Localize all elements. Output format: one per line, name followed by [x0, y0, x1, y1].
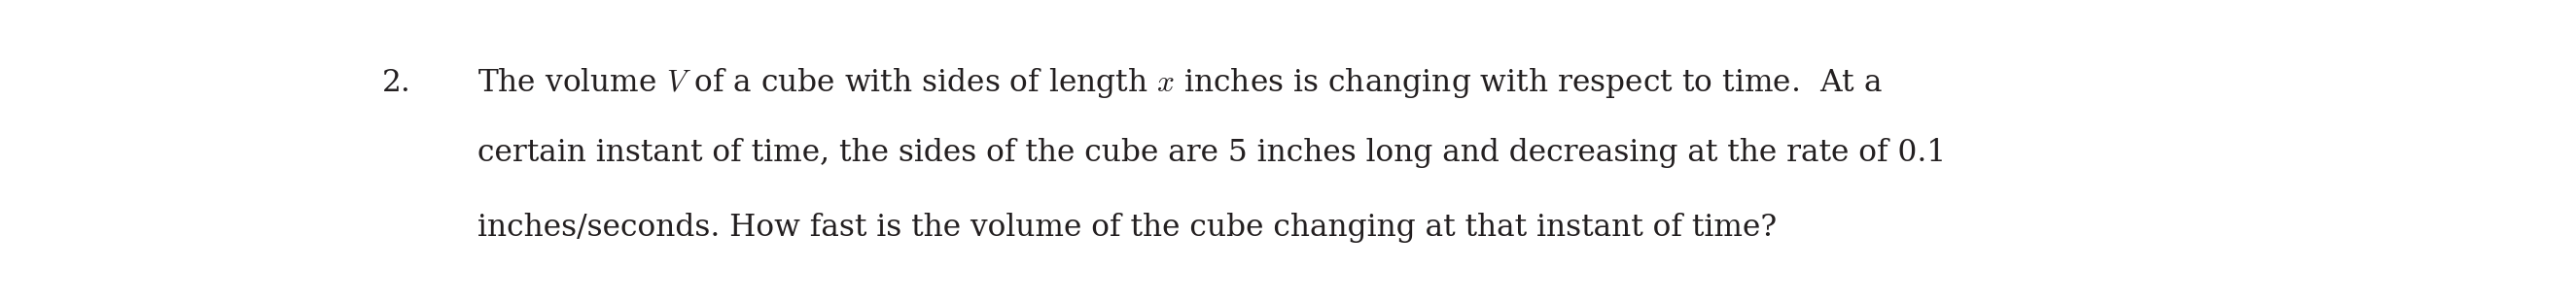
- Text: The volume $V$ of a cube with sides of length $x$ inches is changing with respec: The volume $V$ of a cube with sides of l…: [477, 66, 1883, 100]
- Text: inches/seconds. How fast is the volume of the cube changing at that instant of t: inches/seconds. How fast is the volume o…: [477, 213, 1777, 243]
- Text: certain instant of time, the sides of the cube are 5 inches long and decreasing : certain instant of time, the sides of th…: [477, 138, 1947, 168]
- Text: 2.: 2.: [381, 68, 410, 98]
